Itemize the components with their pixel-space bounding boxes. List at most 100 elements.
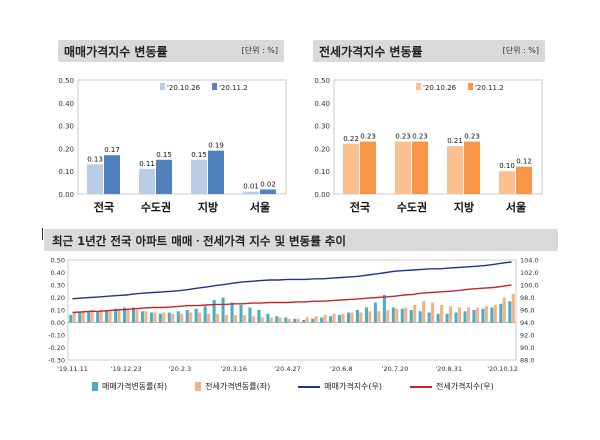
rent-rate-bar <box>99 310 103 323</box>
sale-rate-bar <box>436 313 440 323</box>
sale-rate-bar <box>257 310 261 323</box>
rent-rate-bar <box>81 311 85 323</box>
sale-rate-bar <box>400 308 404 323</box>
sale-rate-bar <box>329 316 333 323</box>
trend-xtick-label: '20.7.20 <box>382 365 409 373</box>
trend-left-tick-label: 0.40 <box>51 269 65 277</box>
sale-bar-label: 0.01 <box>243 183 259 191</box>
rent-rate-bar <box>457 307 462 323</box>
legend-rent-rate: 전세가격변동률(좌) <box>195 381 270 392</box>
rent-legend-swatch <box>468 83 473 90</box>
rent-rate-bar <box>216 313 220 323</box>
rent-ytick-label: 0.30 <box>314 123 330 131</box>
sale-rate-bar <box>230 302 234 323</box>
trend-left-tick-label: 0.50 <box>51 257 65 265</box>
rent-rate-bar <box>242 315 246 323</box>
trend-xtick-label: '20.3.16 <box>220 365 247 373</box>
rent-change-chart: 0.00 0.10 0.20 0.30 0.40 0.50 '20.10.26 '20.11.… <box>314 77 543 214</box>
sale-rate-bar <box>418 311 422 323</box>
sale-rate-bar <box>284 317 288 323</box>
sale-rate-bar <box>114 308 118 323</box>
text-cursor <box>42 228 43 240</box>
sale-rate-bar <box>275 316 279 323</box>
sale-rate-bar <box>105 310 109 323</box>
sale-rate-bar <box>185 310 189 323</box>
trend-left-tick-label: -0.20 <box>48 344 65 352</box>
rent-rate-bar <box>135 310 139 323</box>
rent-rate-bar <box>251 316 255 323</box>
sale-rate-bar <box>176 311 180 323</box>
sale-rate-bar <box>239 305 243 323</box>
legend-sale-rate: 매매가격변동률(좌) <box>92 381 167 392</box>
rent-rate-bar <box>323 315 327 323</box>
sale-bar-label: 0.11 <box>139 160 155 168</box>
sale-bar <box>139 168 155 194</box>
rent-rate-bar <box>440 305 444 323</box>
rent-rate-bar <box>484 306 488 323</box>
trend-left-tick-label: -0.10 <box>48 332 65 340</box>
rent-panel-title: 전세가격지수 변동률 <box>319 45 423 59</box>
sale-rate-bar <box>248 307 252 323</box>
rent-bar-label: 0.23 <box>412 133 428 141</box>
sale-rate-swatch <box>92 382 98 391</box>
sale-ytick-label: 0.00 <box>58 191 74 199</box>
trend-panel-header: 최근 1년간 전국 아파트 매매ㆍ전세가격 지수 및 변동률 추이 <box>44 229 558 251</box>
sale-rate-bar <box>338 315 342 323</box>
sale-rate-bar <box>167 312 171 323</box>
sale-rate-bar <box>149 312 153 323</box>
sale-rate-bar <box>499 303 503 323</box>
sale-bar <box>260 189 276 194</box>
rent-bar-label: 0.23 <box>395 133 411 141</box>
trend-xtick-label: '19.12.23 <box>111 365 142 373</box>
trend-left-tick-label: -0.30 <box>48 357 65 365</box>
trend-right-tick-label: 94.0 <box>520 319 534 327</box>
rent-rate-bar <box>189 312 193 323</box>
rent-rate-swatch <box>195 382 202 391</box>
trend-left-tick-label: 0.30 <box>51 282 65 290</box>
rent-bar-label: 0.23 <box>464 133 480 141</box>
rent-rate-bar <box>269 317 273 323</box>
rent-rate-bar <box>90 310 94 323</box>
rent-bar <box>343 143 359 194</box>
rent-rate-bar <box>314 316 318 323</box>
sale-rate-bar <box>221 297 225 323</box>
rent-bar-label: 0.21 <box>447 137 463 145</box>
sale-rate-bar <box>194 308 198 323</box>
sale-ytick-label: 0.30 <box>58 123 74 131</box>
legend-sale-index-label: 매매가격지수(우) <box>324 382 383 391</box>
rent-bar <box>516 166 532 194</box>
sale-bar-label: 0.15 <box>156 151 172 159</box>
trend-xtick-label: '20.6.8 <box>330 365 352 373</box>
sale-category-label: 지방 <box>198 200 218 214</box>
sale-legend-label: '20.11.2 <box>219 84 248 92</box>
sale-rate-bar <box>409 310 413 323</box>
sale-panel-unit: [단위 : %] <box>241 46 278 55</box>
legend-rent-index: 전세가격지수(우) <box>410 381 494 392</box>
sale-rate-bar <box>158 313 162 323</box>
rent-bar <box>464 141 480 194</box>
rent-rate-bar <box>368 311 372 323</box>
sale-rate-bar <box>96 311 100 323</box>
rent-legend-label: '20.11.2 <box>475 84 504 92</box>
trend-panel-title: 최근 1년간 전국 아파트 매매ㆍ전세가격 지수 및 변동률 추이 <box>52 234 346 248</box>
rent-category-label: 지방 <box>454 200 474 214</box>
trend-legend: 매매가격변동률(좌) 전세가격변동률(좌) 매매가격지수(우) 전세가격지수(우… <box>92 381 494 392</box>
sale-rate-bar <box>463 311 467 323</box>
rent-rate-bar <box>117 308 121 323</box>
sale-panel-header: 매매가격지수 변동률 [단위 : %] <box>58 40 284 62</box>
sale-rate-bar <box>373 302 377 323</box>
sale-rate-bar <box>391 307 395 323</box>
sale-rate-bar <box>481 308 485 323</box>
trend-xtick-label: '19.11.11 <box>57 365 88 373</box>
rent-rate-bar <box>180 313 184 323</box>
trend-right-tick-label: 98.0 <box>520 294 534 302</box>
rent-ytick-label: 0.50 <box>314 77 330 85</box>
sale-rate-bar <box>122 307 127 323</box>
rent-category-label: 전국 <box>350 200 370 214</box>
rent-rate-bar <box>296 318 300 323</box>
rent-rate-bar <box>332 313 336 323</box>
rent-panel-header: 전세가격지수 변동률 [단위 : %] <box>313 40 545 62</box>
rent-bar-label: 0.12 <box>516 158 532 166</box>
trend-left-tick-label: 0.20 <box>51 294 65 302</box>
trend-xtick-label: '20.10.12 <box>487 365 518 373</box>
